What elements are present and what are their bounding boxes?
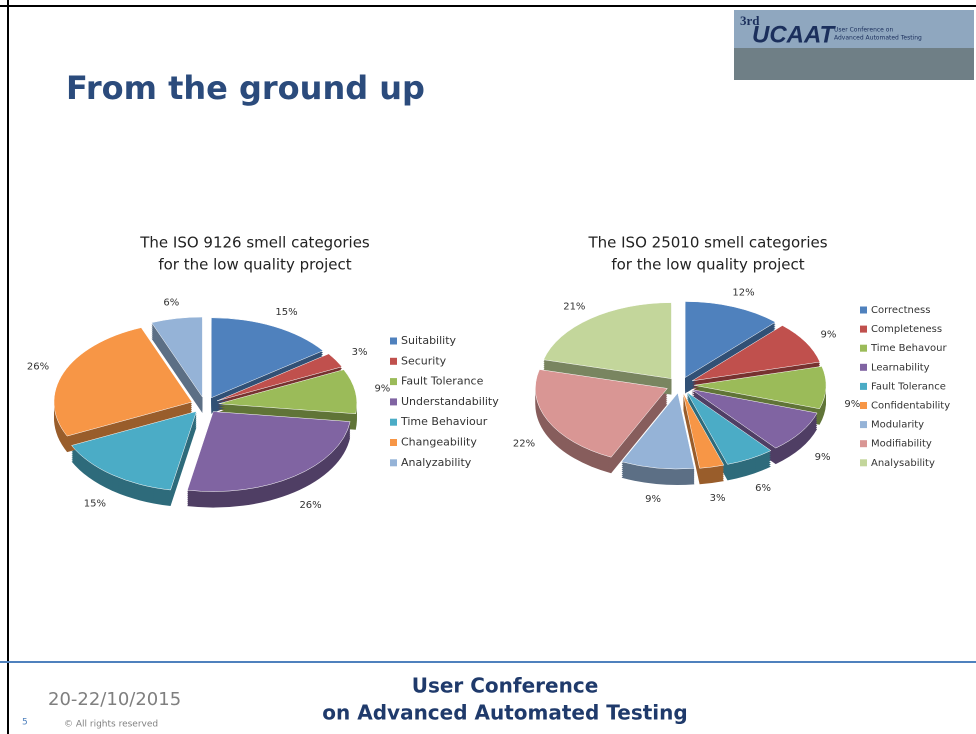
legend-label: Suitability xyxy=(401,334,457,347)
legend-label: Fault Tolerance xyxy=(401,375,484,388)
legend-label: Security xyxy=(401,354,447,367)
legend-swatch xyxy=(390,338,397,345)
logo-name: UCAAT xyxy=(752,21,837,48)
legend-label: Learnability xyxy=(871,362,930,373)
legend-label: Time Behaviour xyxy=(400,415,488,428)
legend-swatch xyxy=(860,459,867,466)
legend-label: Changeability xyxy=(401,436,477,449)
data-label: 15% xyxy=(275,307,297,318)
legend-label: Time Behavour xyxy=(870,343,948,354)
legend-swatch xyxy=(860,440,867,447)
legend-swatch xyxy=(860,421,867,428)
data-label: 3% xyxy=(352,347,368,358)
data-label: 9% xyxy=(820,329,836,340)
data-label: 6% xyxy=(163,298,179,309)
footer-date: 20-22/10/2015 xyxy=(48,689,181,710)
data-label: 21% xyxy=(563,302,585,313)
data-label: 9% xyxy=(645,494,661,505)
legend-swatch xyxy=(390,398,397,405)
data-label: 3% xyxy=(710,493,726,504)
legend-label: Fault Tolerance xyxy=(871,381,946,392)
data-label: 9% xyxy=(374,384,390,395)
chart-title: The ISO 25010 smell categories xyxy=(587,234,827,252)
logo-text: User Conference on xyxy=(834,27,893,34)
data-label: 26% xyxy=(27,362,49,373)
legend-swatch xyxy=(860,307,867,314)
legend-swatch xyxy=(860,402,867,409)
legend-swatch xyxy=(390,459,397,466)
data-label: 22% xyxy=(513,438,535,449)
chart-title: for the low quality project xyxy=(611,256,804,274)
legend-swatch xyxy=(390,419,397,426)
legend-label: Understandability xyxy=(401,395,499,408)
legend-label: Confidentability xyxy=(871,401,950,412)
legend-swatch xyxy=(390,439,397,446)
legend-label: Completeness xyxy=(871,324,942,335)
legend-label: Modularity xyxy=(871,420,924,431)
slide-title: From the ground up xyxy=(66,69,425,107)
logo-harbour xyxy=(734,48,974,80)
legend-swatch xyxy=(860,326,867,333)
footer-conference: User Conference xyxy=(412,674,599,698)
data-label: 26% xyxy=(299,500,321,511)
legend-label: Analysability xyxy=(871,458,935,469)
legend-label: Correctness xyxy=(871,305,930,316)
data-label: 12% xyxy=(732,288,754,299)
legend-label: Modifiability xyxy=(871,439,932,450)
chart-title: The ISO 9126 smell categories xyxy=(139,234,370,252)
legend-swatch xyxy=(860,345,867,352)
data-label: 15% xyxy=(84,498,106,509)
legend-label: Analyzability xyxy=(401,456,472,469)
data-label: 6% xyxy=(755,483,771,494)
legend-swatch xyxy=(390,378,397,385)
footer-rights: © All rights reserved xyxy=(64,720,158,730)
logo: 3rd UCAAT User Conference on Advanced Au… xyxy=(734,10,974,80)
data-label: 9% xyxy=(815,452,831,463)
chart-title: for the low quality project xyxy=(158,256,351,274)
footer-conference: on Advanced Automated Testing xyxy=(322,701,687,725)
page-number: 5 xyxy=(22,718,28,728)
slide: 3rd UCAAT User Conference on Advanced Au… xyxy=(0,0,976,734)
logo-text: Advanced Automated Testing xyxy=(834,35,922,42)
legend-swatch xyxy=(860,364,867,371)
data-label: 9% xyxy=(844,399,860,410)
legend-swatch xyxy=(860,383,867,390)
legend-swatch xyxy=(390,358,397,365)
